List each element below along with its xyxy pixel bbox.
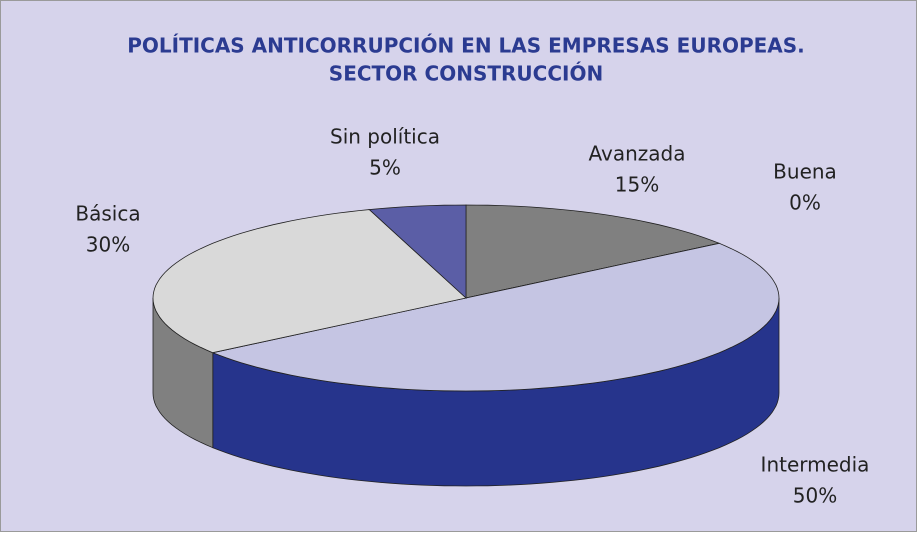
pie-slice: [368, 204, 467, 299]
slice-label: Básica: [75, 202, 140, 226]
pie-slice: [465, 204, 721, 299]
chart-title: POLÍTICAS ANTICORRUPCIÓN EN LAS EMPRESAS…: [127, 34, 805, 58]
chart-title: SECTOR CONSTRUCCIÓN: [329, 62, 603, 86]
slice-label: Intermedia: [761, 453, 870, 477]
slice-value-label: 30%: [86, 233, 130, 257]
slice-value-label: 5%: [369, 156, 401, 180]
pie-slice: [152, 209, 467, 354]
pie-slice: [211, 242, 780, 392]
slice-label: Avanzada: [589, 142, 686, 166]
slice-label: Sin política: [330, 125, 440, 149]
slice-label: Buena: [773, 160, 837, 184]
slice-value-label: 15%: [615, 173, 659, 197]
slice-value-label: 50%: [793, 484, 837, 508]
slice-value-label: 0%: [789, 191, 821, 215]
